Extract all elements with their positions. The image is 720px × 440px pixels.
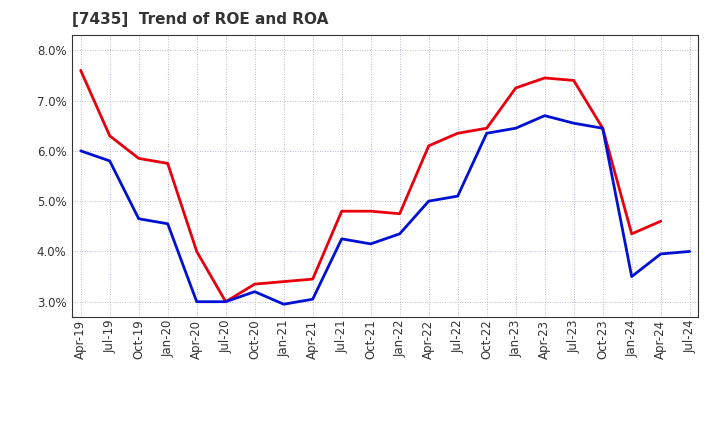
ROE (279, 279, 288, 284)
Line: ROA: ROA (81, 116, 690, 304)
ROA (192, 299, 201, 304)
ROE (338, 209, 346, 214)
ROA (279, 301, 288, 307)
ROE (424, 143, 433, 148)
ROE (221, 299, 230, 304)
ROA (598, 125, 607, 131)
ROA (105, 158, 114, 164)
ROE (105, 133, 114, 139)
ROA (685, 249, 694, 254)
ROE (163, 161, 172, 166)
ROA (570, 121, 578, 126)
ROE (308, 276, 317, 282)
ROE (192, 249, 201, 254)
ROA (163, 221, 172, 227)
ROA (657, 251, 665, 257)
ROE (627, 231, 636, 236)
Line: ROE: ROE (81, 70, 661, 302)
ROA (308, 297, 317, 302)
ROA (454, 194, 462, 199)
ROA (76, 148, 85, 154)
ROE (570, 78, 578, 83)
ROA (338, 236, 346, 242)
ROA (482, 131, 491, 136)
ROA (366, 241, 375, 246)
ROE (511, 85, 520, 91)
ROA (627, 274, 636, 279)
ROA (541, 113, 549, 118)
ROE (454, 131, 462, 136)
ROE (482, 125, 491, 131)
ROA (424, 198, 433, 204)
ROE (135, 156, 143, 161)
ROA (395, 231, 404, 236)
ROA (221, 299, 230, 304)
ROE (395, 211, 404, 216)
ROE (366, 209, 375, 214)
ROA (135, 216, 143, 221)
ROE (541, 75, 549, 81)
Text: [7435]  Trend of ROE and ROA: [7435] Trend of ROE and ROA (72, 12, 328, 27)
ROE (251, 282, 259, 287)
ROE (657, 219, 665, 224)
ROA (251, 289, 259, 294)
ROA (511, 125, 520, 131)
ROE (76, 68, 85, 73)
ROE (598, 125, 607, 131)
